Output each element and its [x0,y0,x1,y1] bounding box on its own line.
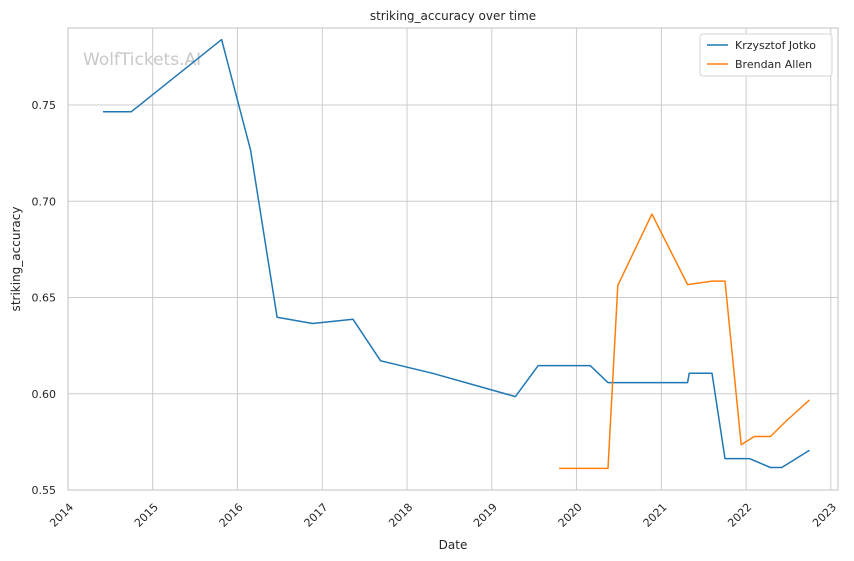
chart-title: striking_accuracy over time [370,9,536,23]
y-tick-label: 0.70 [32,195,57,208]
series-line-2 [559,213,811,470]
legend-label-1: Krzysztof Jotko [735,39,816,52]
y-tick-label: 0.60 [32,388,57,401]
plot-frame [67,27,839,491]
plot-border [67,27,839,491]
y-tick-labels: 0.55 0.60 0.65 0.70 0.75 [32,99,57,497]
legend: Krzysztof Jotko Brendan Allen [699,33,833,77]
y-tick-label: 0.55 [32,484,57,497]
plot-area [68,28,838,490]
watermark-text: WolfTickets.AI [83,50,201,70]
legend-box [699,33,833,77]
series-line-1 [103,38,810,469]
legend-label-2: Brendan Allen [735,58,812,71]
x-axis-label: Date [439,538,468,552]
series-layer [103,38,811,470]
y-tick-label: 0.65 [32,292,57,305]
y-tick-label: 0.75 [32,99,57,112]
y-axis-label: striking_accuracy [9,207,23,312]
